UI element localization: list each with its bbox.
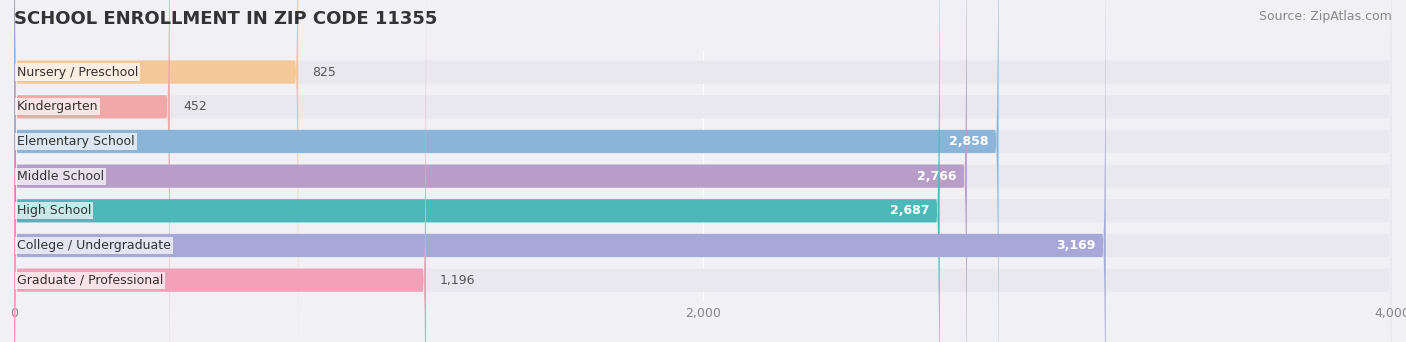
FancyBboxPatch shape <box>14 0 1392 342</box>
Text: Elementary School: Elementary School <box>17 135 135 148</box>
Text: Kindergarten: Kindergarten <box>17 100 98 113</box>
Text: Graduate / Professional: Graduate / Professional <box>17 274 163 287</box>
FancyBboxPatch shape <box>14 0 170 342</box>
Text: Middle School: Middle School <box>17 170 104 183</box>
FancyBboxPatch shape <box>14 0 426 342</box>
FancyBboxPatch shape <box>14 0 298 342</box>
Text: High School: High School <box>17 204 91 217</box>
Text: Source: ZipAtlas.com: Source: ZipAtlas.com <box>1258 10 1392 23</box>
Text: 1,196: 1,196 <box>440 274 475 287</box>
FancyBboxPatch shape <box>14 0 1392 342</box>
FancyBboxPatch shape <box>14 0 939 342</box>
Text: 2,858: 2,858 <box>949 135 988 148</box>
FancyBboxPatch shape <box>14 0 1392 342</box>
Text: 2,766: 2,766 <box>917 170 956 183</box>
FancyBboxPatch shape <box>14 0 1392 342</box>
Text: 825: 825 <box>312 66 336 79</box>
FancyBboxPatch shape <box>14 0 967 342</box>
FancyBboxPatch shape <box>14 0 1392 342</box>
Text: SCHOOL ENROLLMENT IN ZIP CODE 11355: SCHOOL ENROLLMENT IN ZIP CODE 11355 <box>14 10 437 28</box>
FancyBboxPatch shape <box>14 0 1105 342</box>
FancyBboxPatch shape <box>14 0 998 342</box>
Text: College / Undergraduate: College / Undergraduate <box>17 239 170 252</box>
Text: 2,687: 2,687 <box>890 204 929 217</box>
Text: Nursery / Preschool: Nursery / Preschool <box>17 66 138 79</box>
FancyBboxPatch shape <box>14 0 1392 342</box>
Text: 452: 452 <box>184 100 207 113</box>
Text: 3,169: 3,169 <box>1056 239 1095 252</box>
FancyBboxPatch shape <box>14 0 1392 342</box>
